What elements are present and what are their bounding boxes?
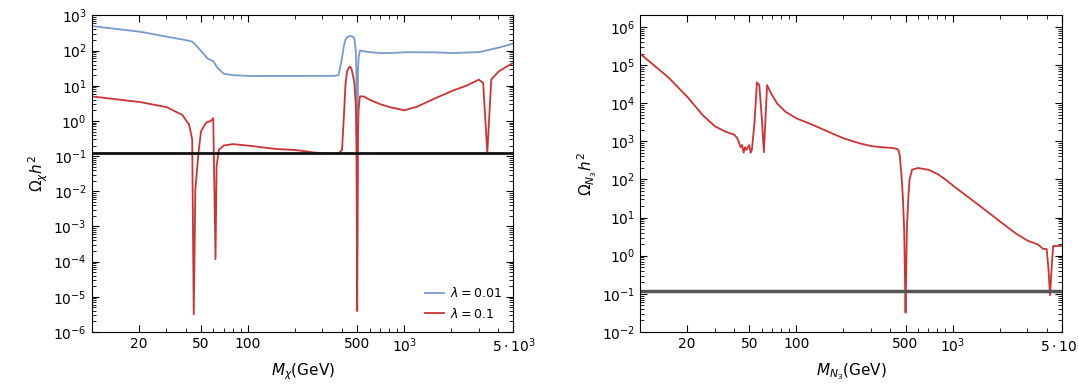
X-axis label: $M_{N_3}$(GeV): $M_{N_3}$(GeV) — [815, 361, 886, 382]
$\lambda = 0.01$ — [360, 49, 373, 54]
Legend: $\lambda = 0.01$, $\lambda = 0.1$: $\lambda = 0.01$, $\lambda = 0.1$ — [420, 281, 508, 326]
$\lambda = 0.1$ — [400, 107, 413, 112]
$\lambda = 0.01$ — [247, 74, 260, 78]
$\lambda = 0.1$ — [338, 97, 351, 102]
$\lambda = 0.01$ — [400, 50, 413, 54]
Line: $\lambda = 0.01$: $\lambda = 0.01$ — [92, 26, 513, 257]
$\lambda = 0.01$ — [85, 24, 98, 28]
X-axis label: $M_{\chi}$(GeV): $M_{\chi}$(GeV) — [271, 361, 334, 382]
$\lambda = 0.1$ — [247, 144, 260, 149]
$\lambda = 0.1$ — [162, 106, 175, 110]
$\lambda = 0.1$ — [507, 61, 520, 65]
$\lambda = 0.1$ — [188, 312, 201, 317]
Y-axis label: $\Omega_{N_3} h^2$: $\Omega_{N_3} h^2$ — [576, 152, 599, 196]
$\lambda = 0.01$ — [432, 50, 445, 55]
$\lambda = 0.1$ — [360, 95, 373, 100]
$\lambda = 0.01$ — [507, 41, 520, 46]
$\lambda = 0.01$ — [338, 41, 351, 45]
$\lambda = 0.1$ — [85, 94, 98, 99]
Y-axis label: $\Omega_{\chi} h^2$: $\Omega_{\chi} h^2$ — [27, 155, 51, 192]
$\lambda = 0.01$ — [350, 255, 363, 259]
$\lambda = 0.1$ — [432, 95, 445, 99]
$\lambda = 0.01$ — [162, 35, 175, 39]
Line: $\lambda = 0.1$: $\lambda = 0.1$ — [92, 63, 513, 314]
